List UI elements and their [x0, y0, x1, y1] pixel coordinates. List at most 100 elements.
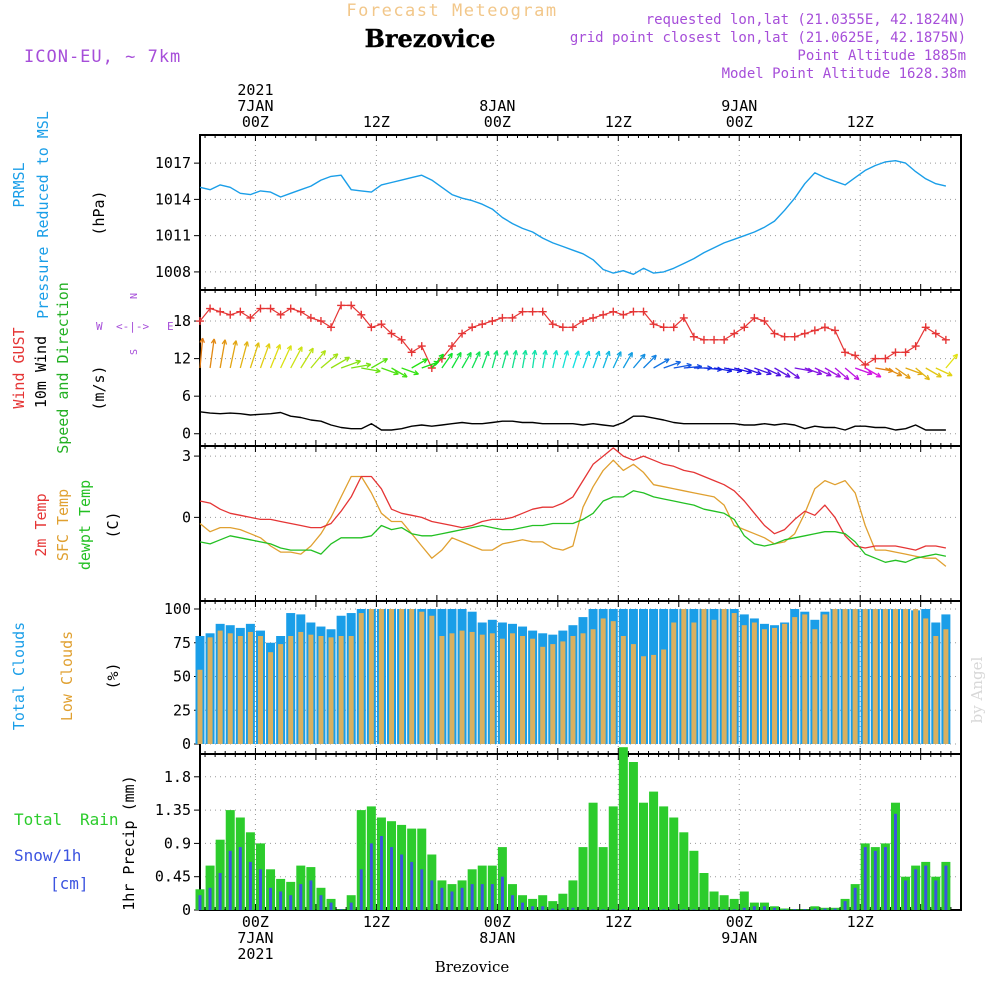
snow-bar	[319, 895, 323, 910]
wind-arrow-head	[438, 353, 445, 360]
rain-bar	[679, 832, 689, 910]
gust-marker	[558, 323, 567, 332]
low-cloud-bar	[943, 629, 949, 744]
rain-bar	[548, 901, 558, 910]
wind-arrow	[592, 350, 600, 369]
wind-arrow	[905, 367, 923, 375]
gust-marker	[458, 329, 467, 338]
bottom-axis-label: 9JAN	[721, 929, 757, 947]
wind-arrow	[239, 341, 249, 369]
panel-clouds: 0 25 50 75 100	[164, 600, 962, 755]
snow-bar	[289, 895, 293, 910]
y-tick-label: 100	[164, 600, 191, 618]
precip-unit: 1hr Precip (mm)	[120, 775, 138, 910]
wind-arrow	[834, 367, 850, 381]
requested-lonlat: requested lon,lat (21.0355E, 42.1824N)	[646, 12, 966, 28]
snow-bar	[813, 908, 817, 910]
panel-frame	[199, 445, 962, 602]
watermark: by Angel	[968, 656, 986, 723]
wind-arrow	[673, 364, 692, 369]
sfc-label: SFC Temp	[54, 489, 72, 561]
low-cloud-bar	[389, 609, 395, 744]
prmsl-unit: (hPa)	[90, 190, 108, 235]
snow-bar	[843, 901, 847, 910]
wind-arrow-head	[422, 358, 428, 364]
gust-marker	[478, 320, 487, 329]
gust-marker	[810, 326, 819, 335]
wind-arrow	[814, 367, 832, 377]
wind-arrow	[582, 350, 590, 369]
gust-marker	[226, 310, 235, 319]
low-cloud-bar	[701, 609, 707, 744]
wind-arrow	[683, 365, 702, 369]
gust-marker	[770, 329, 779, 338]
gust-marker	[266, 304, 275, 313]
model-label: ICON-EU, ~ 7km	[24, 47, 181, 67]
low-cloud-bar	[449, 633, 455, 744]
low-cloud-bar	[419, 611, 425, 744]
wind-arrow	[290, 346, 303, 369]
wind-arrow-head	[605, 350, 611, 357]
total-cloud-label: Total Clouds	[10, 622, 28, 730]
wind-arrow	[713, 367, 732, 372]
low-cloud-bar	[892, 609, 898, 744]
low-cloud-bar	[217, 630, 223, 744]
wind-arrow	[219, 339, 226, 369]
low-cloud-bar	[429, 615, 435, 744]
rain-bar	[538, 895, 548, 910]
snow-bar	[521, 902, 525, 910]
top-axis-label: 8JAN	[479, 97, 515, 115]
top-axis-label: 12Z	[847, 113, 874, 131]
snow-bar	[329, 902, 333, 910]
wind-arrow	[754, 367, 772, 375]
low-cloud-bar	[721, 609, 727, 744]
snow-bar	[611, 909, 615, 910]
wind-arrow-head	[232, 340, 238, 346]
wind-arrow	[854, 367, 873, 375]
low-cloud-bar	[711, 619, 717, 744]
snow-bar	[480, 884, 484, 910]
rain-bar	[608, 806, 618, 910]
low-cloud-bar	[882, 609, 888, 744]
snow-bar	[924, 865, 928, 910]
wind-arrow	[562, 350, 569, 369]
wind-arrow-head	[905, 373, 911, 379]
bottom-axis-label: 2021	[237, 945, 273, 963]
snow-bar	[208, 887, 212, 910]
snow-bar	[853, 887, 857, 910]
wind-arrow	[259, 343, 270, 369]
compass-w: W	[96, 320, 103, 333]
low-cloud-bar	[268, 652, 274, 744]
gust-marker	[528, 307, 537, 316]
wind-arrow	[481, 350, 489, 369]
wind-arrow	[653, 358, 670, 369]
wind-arrow	[864, 367, 882, 378]
rain-bar	[810, 906, 820, 910]
wind-arrow-head	[456, 351, 462, 358]
wind-arrow	[441, 352, 453, 369]
snow-bar	[601, 909, 605, 910]
rain-bar	[618, 747, 628, 910]
low-cloud-bar	[913, 609, 919, 744]
top-axis-label: 00Z	[242, 113, 269, 131]
wind-arrow-head	[640, 353, 646, 360]
gust-marker	[831, 326, 840, 335]
snow-bar	[279, 891, 283, 910]
wind-arrow	[199, 338, 204, 369]
wind-arrow	[351, 363, 372, 369]
low-cloud-bar	[520, 636, 526, 744]
snow-bar	[510, 895, 514, 910]
gust-marker	[609, 307, 618, 316]
rain-bar	[598, 847, 608, 910]
wind-arrow	[612, 351, 622, 369]
top-axis-label: 00Z	[726, 113, 753, 131]
wind-arrow-head	[775, 371, 782, 377]
top-axis-label: 12Z	[363, 113, 390, 131]
snow-bar	[833, 908, 837, 910]
gust-marker	[236, 307, 245, 316]
low-cloud-bar	[842, 609, 848, 744]
low-cloud-bar	[862, 609, 868, 744]
low-cloud-bar	[540, 646, 546, 744]
rain-bar	[729, 898, 739, 910]
